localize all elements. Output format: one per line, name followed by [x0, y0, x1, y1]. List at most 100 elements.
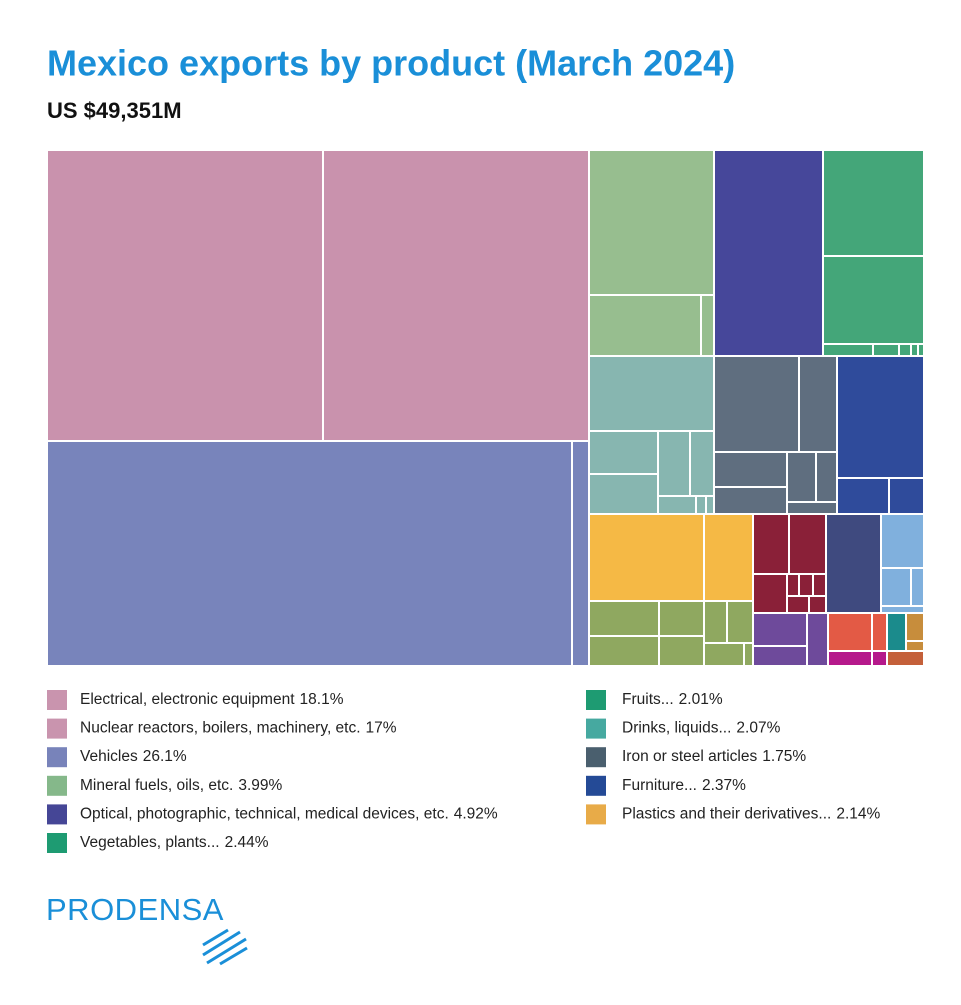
legend-name: Nuclear reactors, boilers, machinery, et…: [80, 720, 361, 737]
chart-title: Mexico exports by product (March 2024): [47, 43, 735, 84]
legend-name: Plastics and their derivatives...: [622, 805, 831, 822]
tile: [827, 612, 873, 652]
legend-swatch: [47, 747, 67, 768]
tile: [917, 343, 925, 357]
tile: [705, 495, 715, 515]
tile: [752, 573, 788, 614]
legend-value: 2.37%: [702, 777, 746, 794]
tile: [703, 642, 745, 667]
legend-swatch: [586, 747, 606, 768]
tile: [788, 513, 827, 575]
tile: [836, 355, 925, 479]
tile: [588, 600, 660, 637]
tile: [822, 343, 874, 357]
chart-subtitle: US $49,351M: [47, 98, 182, 123]
legend-name: Electrical, electronic equipment: [80, 691, 295, 708]
logo: PRODENSA: [46, 892, 224, 927]
legend-value: 4.92%: [454, 805, 498, 822]
treemap: [46, 149, 925, 667]
tile: [905, 640, 925, 652]
legend-swatch: [47, 833, 67, 853]
legend-value: 17%: [366, 720, 397, 737]
logo-mark: [202, 928, 248, 966]
tile: [588, 473, 659, 515]
tile: [322, 149, 590, 442]
legend-label: Iron or steel articles 1.75%: [622, 748, 806, 765]
legend-value: 1.75%: [762, 748, 806, 765]
legend-name: Drinks, liquids...: [622, 720, 731, 737]
tile: [658, 600, 705, 637]
tile: [588, 355, 715, 432]
tile: [571, 440, 590, 667]
tile: [713, 451, 788, 488]
tile: [689, 430, 715, 497]
tile: [880, 605, 925, 614]
tile: [822, 255, 925, 345]
tile: [752, 645, 808, 667]
tile: [46, 149, 324, 442]
legend-label: Nuclear reactors, boilers, machinery, et…: [80, 720, 397, 737]
legend-label: Fruits... 2.01%: [622, 691, 723, 708]
tile: [752, 513, 790, 575]
legend-name: Vegetables, plants...: [80, 834, 220, 851]
legend-swatch: [47, 775, 67, 796]
tile: [786, 501, 838, 515]
tile: [743, 642, 754, 667]
tile: [898, 343, 912, 357]
tile: [812, 573, 827, 597]
tile: [657, 495, 697, 515]
tile: [888, 477, 925, 515]
legend-value: 26.1%: [143, 748, 187, 765]
tile: [880, 513, 925, 569]
legend-value: 2.44%: [225, 834, 269, 851]
legend-swatch: [586, 718, 606, 739]
legend-swatch: [47, 718, 67, 739]
tile: [713, 355, 800, 453]
tile: [827, 650, 873, 667]
legend-label: Vehicles 26.1%: [80, 748, 187, 765]
legend-label: Drinks, liquids... 2.07%: [622, 720, 781, 737]
tile: [910, 567, 925, 607]
tile: [703, 513, 754, 602]
legend-name: Furniture...: [622, 777, 697, 794]
tile: [588, 513, 705, 602]
legend-value: 18.1%: [300, 691, 344, 708]
tile: [886, 612, 907, 652]
tile: [815, 451, 838, 503]
tile: [798, 355, 838, 453]
legend-value: 3.99%: [238, 777, 282, 794]
legend-swatch: [586, 775, 606, 796]
legend-name: Fruits...: [622, 691, 674, 708]
tile: [806, 612, 829, 667]
tile: [905, 612, 925, 642]
tile: [700, 294, 715, 357]
tile: [658, 635, 705, 667]
legend-label: Plastics and their derivatives... 2.14%: [622, 805, 881, 822]
tile: [588, 430, 659, 475]
tile: [657, 430, 691, 497]
legend-label: Optical, photographic, technical, medica…: [80, 805, 498, 822]
legend-value: 2.01%: [679, 691, 723, 708]
tile: [871, 612, 888, 652]
legend-label: Vegetables, plants... 2.44%: [80, 834, 269, 851]
tile: [46, 440, 573, 667]
tile: [588, 149, 715, 296]
tile: [713, 149, 824, 357]
legend-value: 2.14%: [836, 805, 880, 822]
tile: [886, 650, 925, 667]
tile: [588, 294, 702, 357]
tile: [872, 343, 900, 357]
tile: [713, 486, 788, 515]
legend-name: Optical, photographic, technical, medica…: [80, 805, 449, 822]
tile: [752, 612, 808, 647]
legend: Electrical, electronic equipment 18.1% Nuc…: [47, 690, 881, 853]
tile: [798, 573, 814, 597]
legend-swatch: [47, 690, 67, 710]
legend-name: Mineral fuels, oils, etc.: [80, 777, 233, 794]
legend-swatch: [586, 690, 606, 710]
tile: [836, 477, 890, 515]
tile: [825, 513, 882, 614]
tile: [822, 149, 925, 257]
tile: [695, 495, 707, 515]
legend-name: Iron or steel articles: [622, 748, 757, 765]
